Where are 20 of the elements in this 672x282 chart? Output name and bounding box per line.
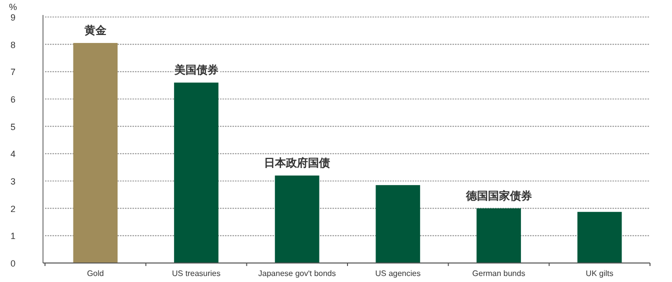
y-tick-label: 3 [10, 176, 16, 186]
y-tick-label: 0 [10, 258, 16, 268]
x-tick-label: UK gilts [586, 269, 614, 278]
y-tick-label: 4 [10, 149, 16, 160]
y-axis-title: % [8, 2, 18, 12]
x-tick-label: Gold [86, 269, 104, 278]
annotation: 日本政府国债 [264, 156, 330, 170]
y-tick-label: 2 [10, 204, 16, 214]
x-tick-label: Japanese gov't bonds [258, 269, 336, 278]
x-tick-label: German bunds [472, 269, 526, 278]
y-tick-label: 7 [10, 67, 16, 78]
y-tick-label: 1 [10, 231, 16, 242]
x-tick-label: US agencies [375, 269, 421, 278]
x-tick-label: US treasuries [172, 269, 220, 278]
annotation: 德国国家债券 [464, 189, 533, 202]
annotation: 黄金 [83, 24, 108, 37]
y-tick-label: 8 [10, 40, 16, 50]
y-tick-label: 9 [10, 12, 16, 22]
y-tick-label: 6 [10, 94, 16, 104]
y-tick-label: 5 [10, 122, 16, 132]
